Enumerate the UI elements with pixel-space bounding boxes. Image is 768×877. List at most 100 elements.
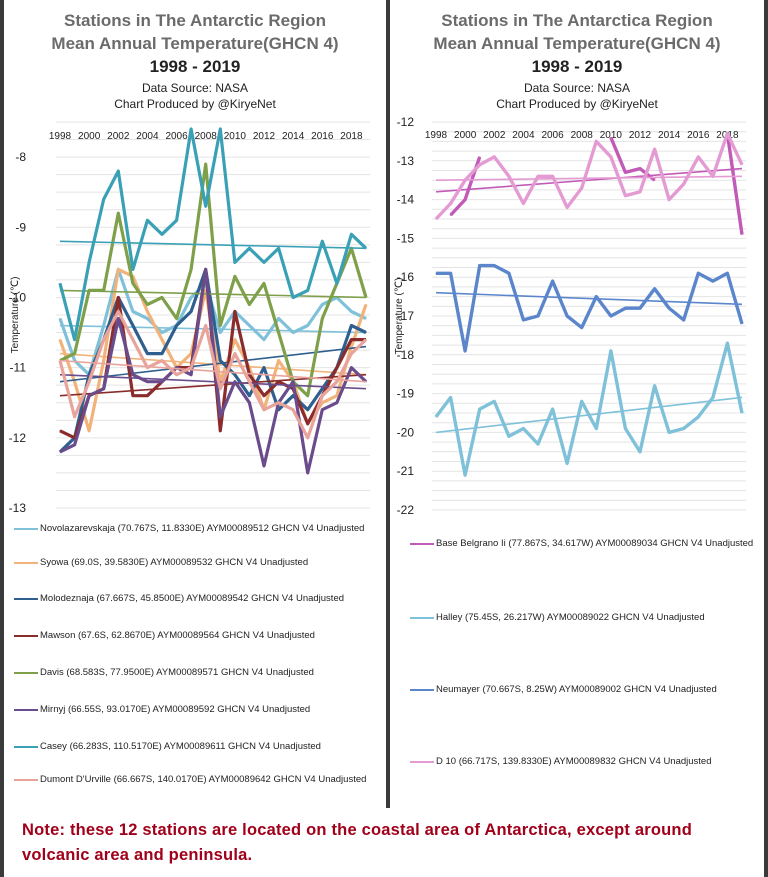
data-point — [277, 360, 280, 362]
legend-swatch — [14, 635, 38, 637]
x-tick-label: 2008 — [571, 130, 594, 141]
data-point — [132, 395, 134, 397]
data-point — [248, 402, 251, 404]
data-point — [146, 303, 149, 306]
data-point — [263, 465, 265, 467]
series-2 — [435, 263, 744, 353]
data-point — [365, 331, 367, 334]
data-point — [190, 367, 192, 369]
series-0 — [435, 133, 744, 236]
data-point — [697, 272, 699, 274]
data-point — [190, 374, 192, 376]
data-point — [321, 240, 323, 242]
data-point — [610, 156, 612, 158]
data-point — [697, 416, 699, 418]
trend-line — [435, 291, 743, 306]
data-point — [263, 261, 265, 263]
data-point — [73, 353, 76, 355]
x-tick-label: 2016 — [311, 131, 334, 142]
data-point — [581, 327, 583, 329]
data-point — [537, 443, 539, 445]
data-point — [103, 289, 105, 292]
data-point — [73, 444, 76, 446]
data-point — [88, 261, 90, 263]
data-point — [117, 310, 119, 313]
data-point — [639, 307, 641, 309]
data-point — [741, 164, 743, 166]
data-point — [464, 350, 466, 352]
legend-label: Mirnyj (66.55S, 93.0170E) AYM00089592 GH… — [40, 704, 311, 715]
data-point — [639, 191, 641, 193]
data-point — [190, 128, 192, 130]
data-point — [248, 247, 251, 249]
chart-title-line3: 1998 - 2019 — [531, 57, 623, 76]
y-tick-label: -9 — [15, 220, 26, 234]
x-tick-label: 2006 — [541, 130, 564, 141]
x-tick-label: 2004 — [136, 131, 159, 142]
data-point — [88, 289, 90, 292]
data-point — [59, 360, 61, 362]
data-point — [639, 167, 641, 170]
data-point — [146, 219, 149, 221]
x-tick-label: 2018 — [340, 131, 363, 142]
data-point — [508, 272, 510, 274]
data-point — [263, 409, 265, 411]
data-point — [190, 268, 192, 270]
y-tick-label: -10 — [9, 290, 27, 304]
x-tick-label: 2008 — [195, 131, 218, 142]
data-point — [248, 381, 251, 383]
data-point — [88, 381, 90, 383]
legend-swatch — [14, 528, 38, 530]
x-tick-label: 2002 — [107, 131, 130, 142]
data-point — [205, 324, 207, 327]
data-point — [277, 381, 280, 383]
legend-label: Halley (75.45S, 26.217W) AYM00089022 GHC… — [436, 612, 705, 623]
series-5 — [59, 267, 368, 475]
data-point — [726, 133, 729, 135]
data-point — [537, 315, 539, 317]
data-point — [234, 275, 236, 277]
series-7 — [58, 309, 368, 440]
data-point — [551, 175, 554, 177]
data-point — [263, 395, 265, 397]
data-point — [248, 395, 251, 397]
y-tick-label: -17 — [397, 309, 415, 323]
data-point — [277, 402, 280, 404]
data-point — [59, 451, 61, 453]
series-line — [725, 133, 744, 235]
data-point — [219, 360, 221, 362]
data-point — [624, 171, 627, 174]
data-point — [292, 395, 294, 397]
x-tick-label: 1998 — [49, 131, 72, 142]
data-point — [321, 388, 323, 390]
y-tick-label: -11 — [10, 361, 27, 375]
note-box: Note: these 12 stations are located on t… — [4, 808, 764, 877]
x-tick-label: 2012 — [253, 131, 276, 142]
data-point — [479, 408, 481, 410]
y-tick-label: -21 — [397, 464, 415, 478]
data-point — [336, 381, 338, 383]
data-point — [639, 451, 641, 453]
data-point — [234, 374, 236, 376]
x-tick-label: 2010 — [224, 131, 247, 142]
chart-title-line1: Stations in The Antarctica Region — [441, 11, 713, 30]
data-point — [307, 324, 309, 327]
data-point — [132, 374, 134, 376]
series-line — [58, 309, 368, 440]
left-line-chart: -8 -9 -10 -11 -12 -13 1998 2000 2002 2004 2006 2008… — [9, 121, 370, 515]
x-tick-label: 2002 — [483, 130, 506, 141]
data-point — [307, 437, 309, 439]
chart-title-line2: Mean Annual Temperature(GHCN 4) — [433, 34, 721, 53]
legend-label: Neumayer (70.667S, 8.25W) AYM00089002 GH… — [436, 684, 717, 695]
data-point — [205, 205, 207, 207]
data-point — [59, 338, 61, 341]
legend-swatch — [14, 598, 38, 600]
right-chart-panel: Stations in The Antarctica Region Mean A… — [390, 0, 764, 808]
x-tick-label: 2000 — [454, 130, 477, 141]
data-point — [350, 324, 353, 327]
data-point — [234, 261, 236, 263]
data-point — [741, 323, 743, 325]
data-point — [117, 212, 119, 214]
data-point — [336, 367, 338, 369]
y-tick-label: -16 — [397, 270, 415, 284]
